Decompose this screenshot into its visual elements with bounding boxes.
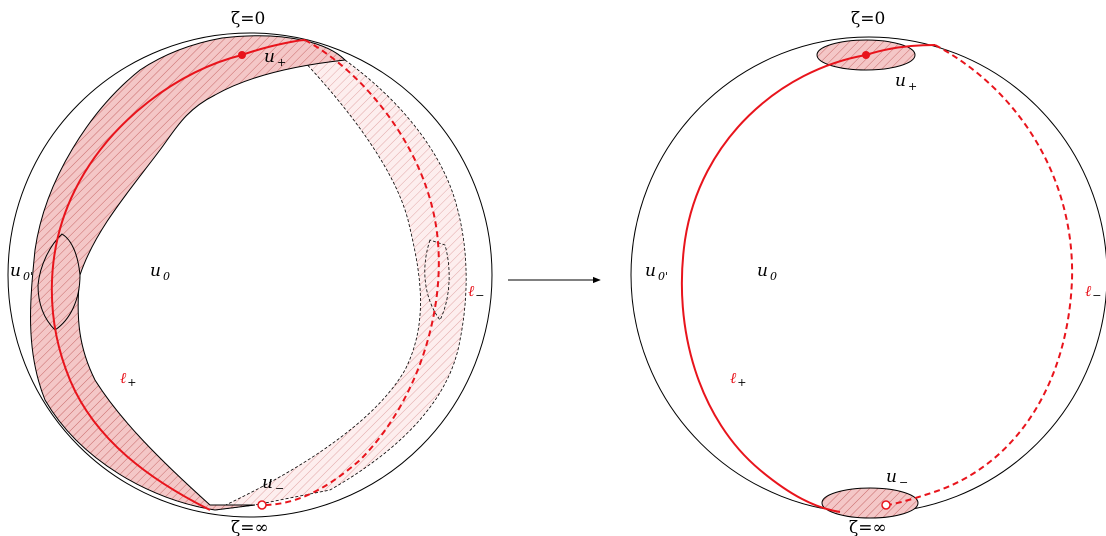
- left-curve-l-minus: [261, 39, 440, 506]
- left-band-back-bulge: [424, 239, 450, 321]
- right-region-u-minus: [821, 487, 919, 519]
- left-label-u0prime: u 0': [10, 261, 33, 283]
- left-band-front: [30, 35, 347, 511]
- right-curve-l-minus: [885, 44, 1074, 506]
- right-label-u0prime: u 0': [645, 261, 668, 283]
- right-label-l-plus: ℓ+: [730, 369, 746, 389]
- left-top-label: ζ=0: [231, 9, 265, 29]
- left-sphere-outline: [7, 32, 493, 518]
- right-sphere-outline: [630, 36, 1106, 514]
- left-curve-top: [241, 39, 306, 56]
- right-top-label: ζ=0: [851, 9, 885, 29]
- left-band-back: [214, 56, 467, 511]
- right-bottom-label: ζ=∞: [849, 518, 887, 536]
- left-point-zeta-inf: [257, 500, 267, 510]
- left-bottom-label: ζ=∞: [231, 518, 269, 536]
- right-label-u-minus: u −: [886, 467, 908, 489]
- right-point-zeta0: [862, 51, 870, 59]
- right-curve-l-plus: [680, 54, 867, 513]
- right-label-l-minus: ℓ−: [1085, 282, 1101, 302]
- left-curve-l-plus: [50, 54, 243, 511]
- left-label-l-minus: ℓ−: [468, 282, 484, 302]
- left-label-u-minus: u −: [262, 473, 284, 495]
- left-label-u-plus: u +: [264, 47, 286, 69]
- right-point-zeta-inf: [881, 500, 891, 510]
- right-label-u-plus: u +: [895, 71, 917, 93]
- left-label-l-plus: ℓ+: [120, 369, 136, 389]
- right-curve-top: [865, 44, 936, 56]
- left-point-zeta0: [238, 51, 246, 59]
